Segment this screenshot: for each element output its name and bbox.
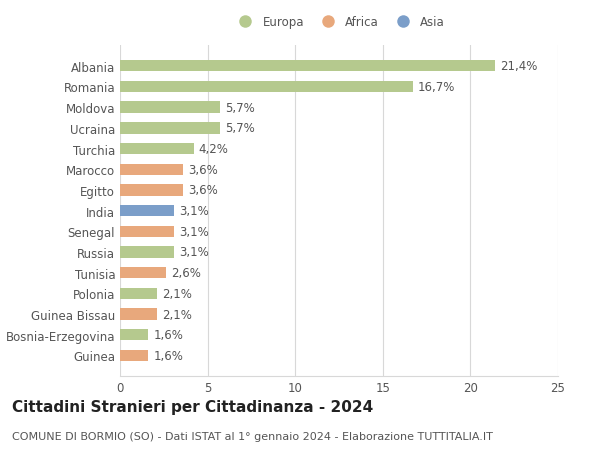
Text: 3,6%: 3,6% (188, 184, 218, 197)
Bar (120, 164, 183, 175)
Bar (120, 288, 157, 299)
Text: 3,1%: 3,1% (179, 225, 209, 238)
Text: 2,6%: 2,6% (171, 267, 200, 280)
Text: 16,7%: 16,7% (418, 81, 455, 94)
Bar (120, 206, 175, 217)
Bar (120, 82, 413, 93)
Bar (120, 102, 220, 113)
Bar (120, 350, 148, 361)
Text: 2,1%: 2,1% (162, 308, 192, 321)
Text: 4,2%: 4,2% (199, 143, 229, 156)
Text: 3,1%: 3,1% (179, 205, 209, 218)
Bar (120, 268, 166, 279)
Bar (120, 185, 183, 196)
Bar (120, 123, 220, 134)
Text: 1,6%: 1,6% (153, 349, 183, 362)
Text: 3,1%: 3,1% (179, 246, 209, 259)
Text: 2,1%: 2,1% (162, 287, 192, 300)
Bar (120, 309, 157, 320)
Bar (120, 247, 175, 258)
Text: Cittadini Stranieri per Cittadinanza - 2024: Cittadini Stranieri per Cittadinanza - 2… (12, 399, 373, 414)
Bar (120, 61, 495, 72)
Text: 1,6%: 1,6% (153, 329, 183, 341)
Bar (120, 226, 175, 237)
Legend: Europa, Africa, Asia: Europa, Africa, Asia (228, 11, 450, 34)
Bar (120, 330, 148, 341)
Bar (120, 144, 194, 155)
Text: 21,4%: 21,4% (500, 60, 538, 73)
Text: 3,6%: 3,6% (188, 163, 218, 176)
Text: 5,7%: 5,7% (225, 122, 255, 135)
Text: COMUNE DI BORMIO (SO) - Dati ISTAT al 1° gennaio 2024 - Elaborazione TUTTITALIA.: COMUNE DI BORMIO (SO) - Dati ISTAT al 1°… (12, 431, 493, 442)
Text: 5,7%: 5,7% (225, 101, 255, 114)
